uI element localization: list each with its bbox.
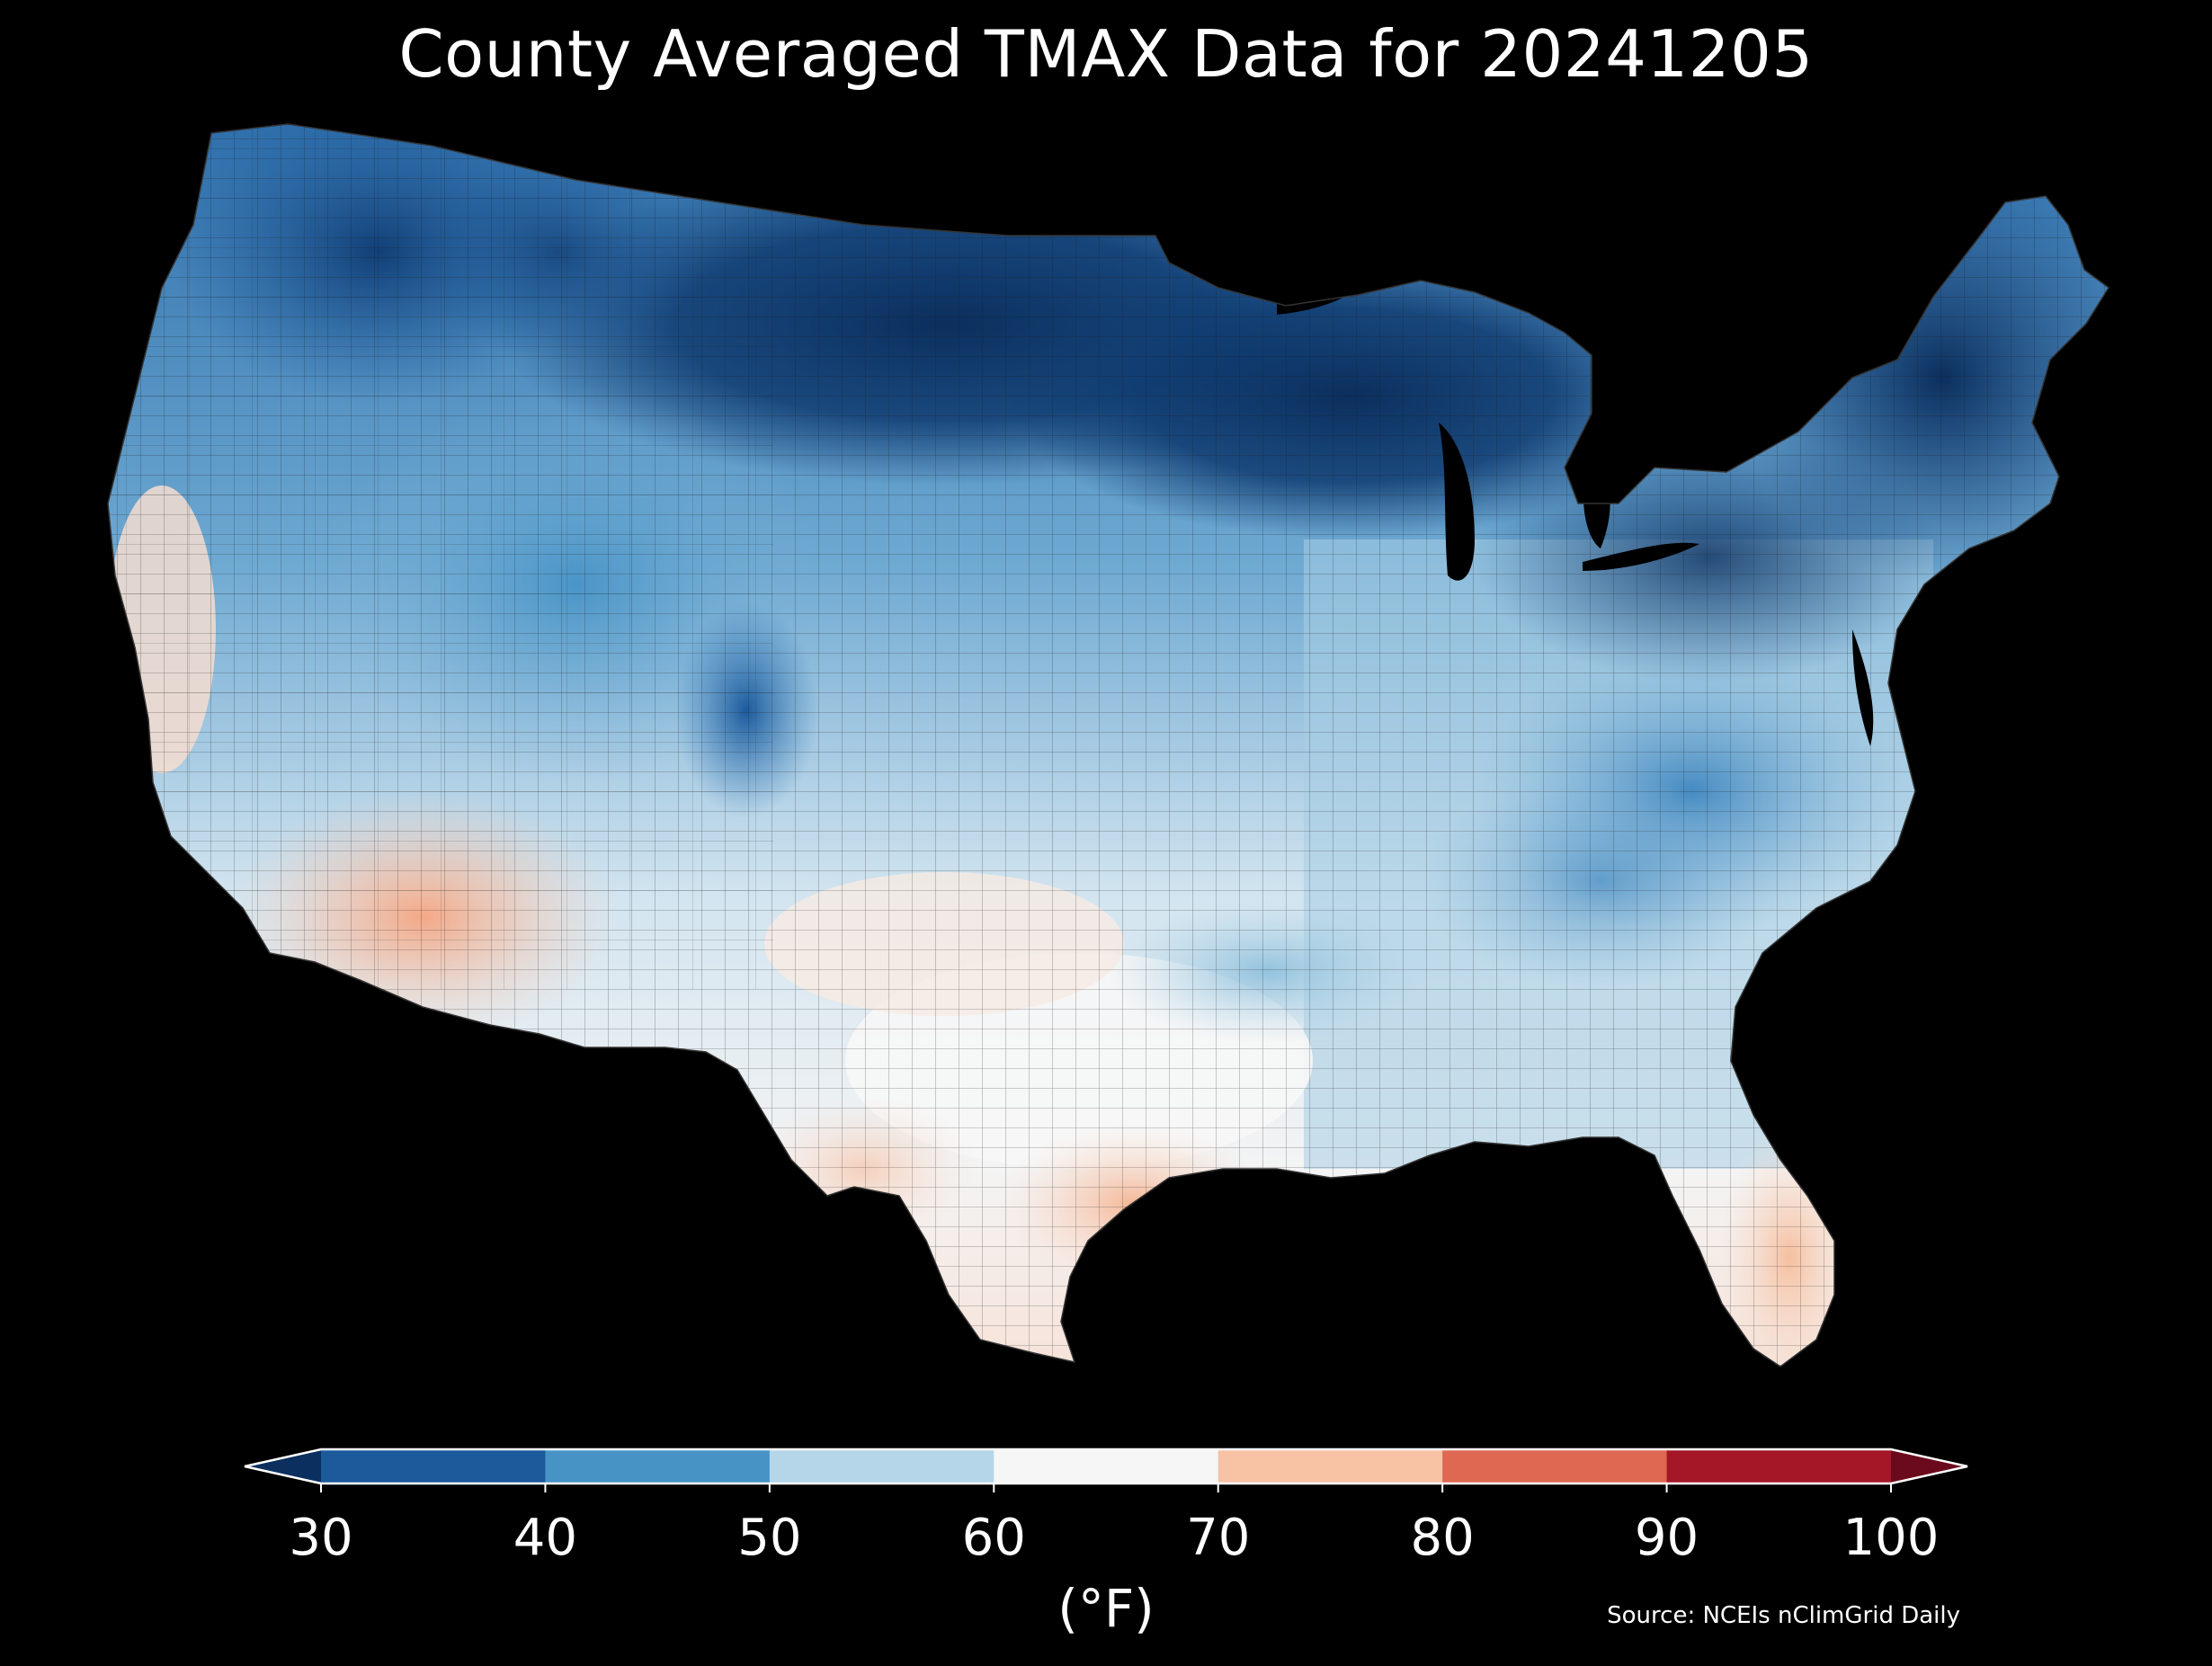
map-title: County Averaged TMAX Data for 20241205: [398, 16, 1814, 92]
lake-huron: [1583, 468, 1610, 548]
colorbar-tick-label: 100: [1842, 1509, 1940, 1567]
colorbar-tick-label: 60: [961, 1509, 1026, 1567]
colorbar-bin: [994, 1449, 1219, 1483]
lake-michigan: [1439, 423, 1475, 581]
colorbar-extend-high: [1891, 1449, 1967, 1483]
source-credit: Source: NCEIs nClimGrid Daily: [1607, 1602, 1960, 1629]
lake-erie: [1583, 542, 1699, 571]
colorbar-tick-label: 30: [289, 1509, 353, 1567]
colorbar-tick-label: 70: [1186, 1509, 1251, 1567]
colorbar-bin: [769, 1449, 995, 1483]
colorbar-tick-label: 40: [513, 1509, 578, 1567]
colorbar-bin: [1666, 1449, 1892, 1483]
colorbar-extend-low: [245, 1449, 321, 1483]
lake-superior: [1277, 276, 1367, 315]
chesapeake-bay: [1852, 629, 1874, 746]
colorbar-bin: [1217, 1449, 1443, 1483]
colorbar-tick-label: 90: [1634, 1509, 1699, 1567]
colorbar-bin: [321, 1449, 546, 1483]
colorbar-bin: [545, 1449, 771, 1483]
colorbar-bin: [1442, 1449, 1668, 1483]
colorbar-unit-label: (°F): [1057, 1578, 1155, 1639]
colorbar-tick-label: 50: [737, 1509, 802, 1567]
colorbar-tick-label: 80: [1410, 1509, 1475, 1567]
